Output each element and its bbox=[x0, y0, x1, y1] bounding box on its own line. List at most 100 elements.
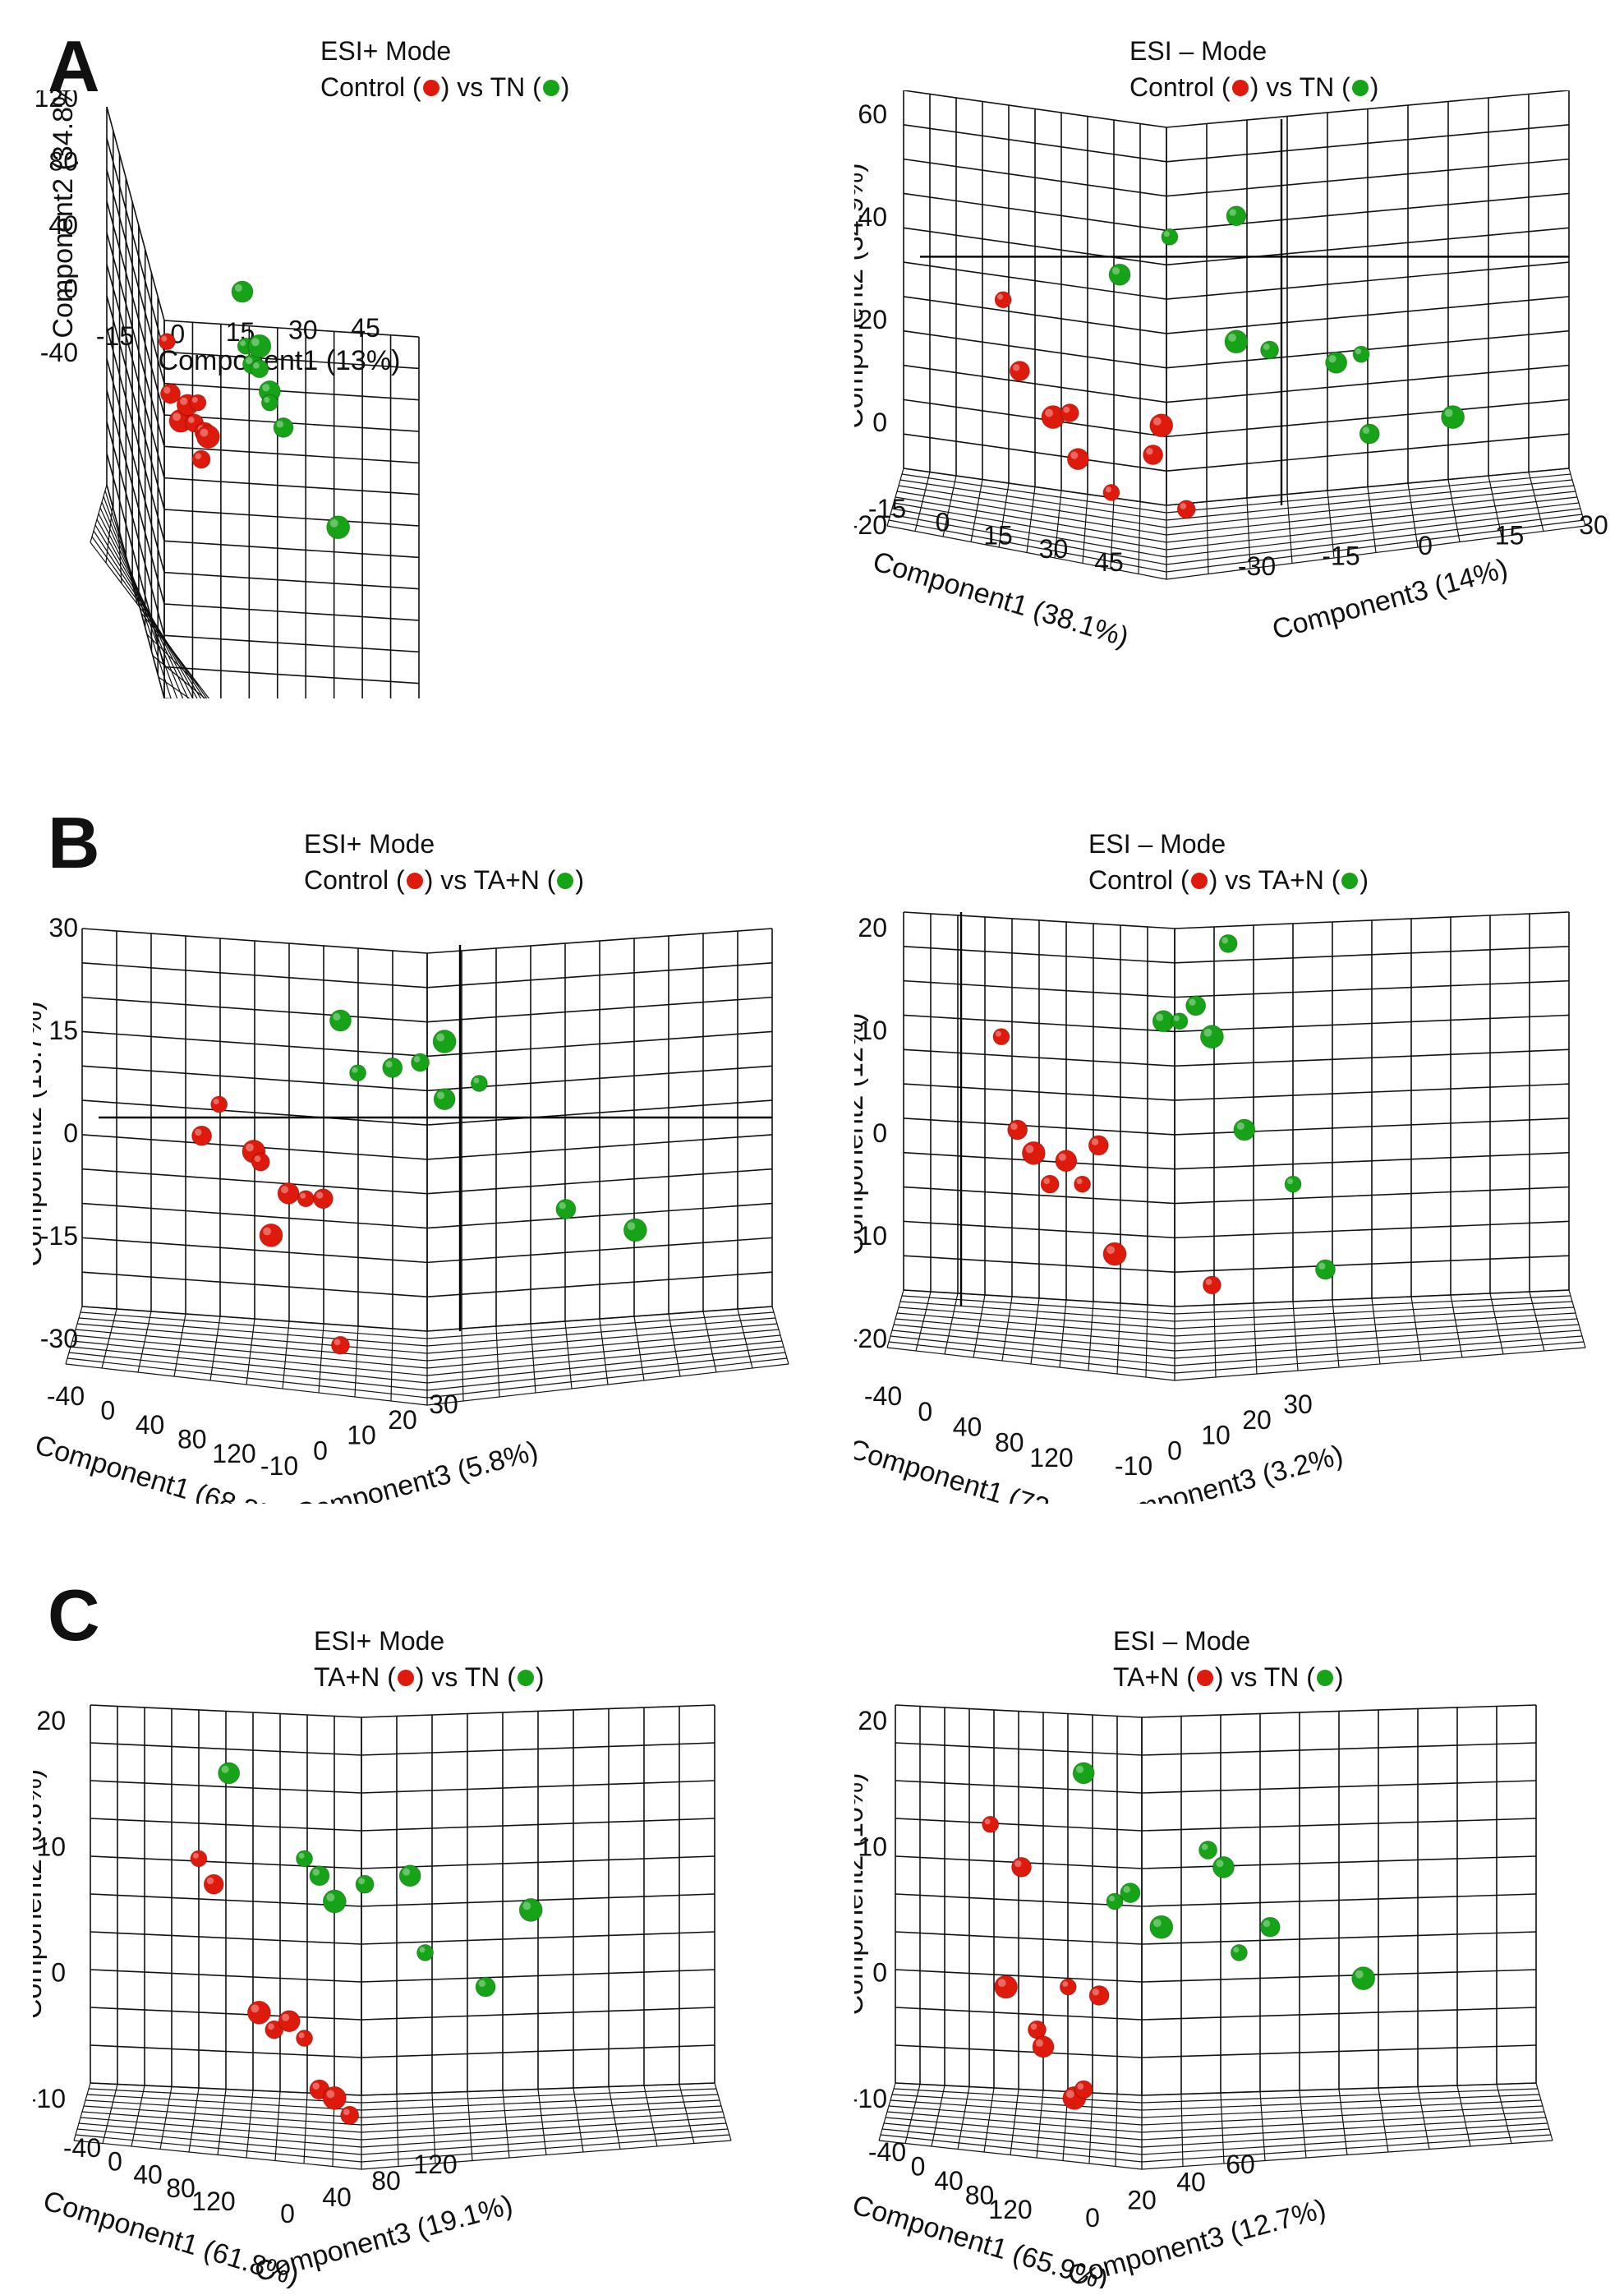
data-point bbox=[470, 1075, 488, 1092]
grid-line bbox=[903, 158, 1570, 197]
data-point-highlight bbox=[385, 1060, 393, 1068]
data-point-highlight bbox=[1355, 1970, 1364, 1979]
series-group-a bbox=[982, 1815, 1110, 2110]
grid-line bbox=[903, 1186, 1570, 1205]
data-point bbox=[260, 394, 278, 412]
grid-line bbox=[893, 502, 1580, 551]
z-tick-label: 10 bbox=[347, 1421, 376, 1450]
grid-line bbox=[106, 358, 420, 590]
data-point-highlight bbox=[437, 1091, 445, 1099]
y-tick-label: 40 bbox=[858, 202, 887, 232]
y-tick-label: -10 bbox=[854, 1221, 887, 1251]
data-point-highlight bbox=[1045, 408, 1053, 417]
data-point bbox=[246, 2000, 271, 2025]
data-point bbox=[277, 1182, 300, 1205]
grid-line bbox=[903, 468, 1570, 506]
green-dot-icon bbox=[542, 79, 559, 96]
grid-line bbox=[895, 496, 1578, 543]
data-point-highlight bbox=[1152, 417, 1162, 426]
x-tick-label: 40 bbox=[934, 2166, 964, 2196]
chart-title-a-esi-plus: ESI+ Mode Control () vs TN () bbox=[320, 33, 569, 105]
data-point-highlight bbox=[254, 1155, 261, 1163]
x-tick-label: -40 bbox=[864, 1381, 902, 1411]
grid-line bbox=[903, 1048, 1570, 1067]
data-point bbox=[1284, 1175, 1302, 1193]
chart-subtitle: TA+N () vs TN () bbox=[314, 1662, 545, 1692]
chart-mode-title: ESI – Mode bbox=[1129, 36, 1267, 66]
grid-line bbox=[895, 1780, 1537, 1794]
data-point bbox=[196, 424, 220, 449]
data-point-highlight bbox=[1111, 267, 1120, 275]
x-tick-label: 0 bbox=[911, 2152, 926, 2182]
data-point bbox=[1152, 1010, 1175, 1033]
data-point bbox=[297, 1190, 315, 1208]
grid-line bbox=[890, 1335, 1583, 1366]
grid-line bbox=[898, 1306, 1575, 1330]
data-point-highlight bbox=[240, 340, 246, 347]
chart-subtitle: Control () vs TA+N () bbox=[1088, 865, 1369, 895]
grid-line bbox=[104, 490, 172, 698]
grid-line bbox=[158, 676, 191, 698]
data-point bbox=[1161, 228, 1179, 246]
data-point bbox=[1040, 1174, 1060, 1194]
data-point bbox=[160, 383, 181, 404]
grid-line bbox=[895, 1969, 1537, 1983]
z-tick-label: -10 bbox=[1115, 1451, 1152, 1481]
data-point bbox=[251, 1152, 270, 1172]
data-point bbox=[475, 1976, 496, 1998]
x-tick-label: 120 bbox=[1029, 1443, 1073, 1472]
grid-line bbox=[90, 1780, 715, 1794]
data-point-highlight bbox=[1043, 1177, 1051, 1185]
grid-line bbox=[106, 453, 420, 684]
data-point-highlight bbox=[195, 1128, 202, 1136]
z-axis-label: Component3 (12.7%) bbox=[1065, 2193, 1329, 2288]
grid-line bbox=[78, 2122, 727, 2148]
grid-line bbox=[890, 514, 1583, 565]
grid-line bbox=[106, 264, 420, 495]
grid-line bbox=[80, 1311, 775, 1339]
data-point bbox=[411, 1053, 430, 1072]
x-tick-label: 0 bbox=[100, 1396, 115, 1426]
data-point-highlight bbox=[1152, 1919, 1162, 1928]
data-point-highlight bbox=[1076, 1178, 1083, 1185]
x-tick-label: 45 bbox=[351, 313, 380, 343]
data-point-highlight bbox=[1010, 1122, 1018, 1130]
data-point-highlight bbox=[997, 293, 1004, 300]
group-a-label: Control bbox=[304, 865, 389, 895]
y-tick-label: 10 bbox=[858, 1832, 887, 1861]
data-point bbox=[330, 1335, 350, 1355]
data-point-highlight bbox=[195, 453, 201, 460]
data-point bbox=[1259, 1916, 1281, 1938]
data-point-highlight bbox=[315, 1191, 324, 1199]
grid-line bbox=[103, 495, 178, 698]
group-a-label: Control bbox=[1129, 72, 1215, 102]
grid-line bbox=[90, 1704, 715, 1718]
data-point bbox=[247, 334, 272, 358]
grid-line bbox=[91, 536, 208, 698]
grid-line bbox=[90, 2007, 715, 2021]
z-tick-label: -10 bbox=[260, 1451, 298, 1481]
chart-mode-title: ESI+ Mode bbox=[304, 829, 435, 859]
grid-line bbox=[903, 399, 1570, 438]
green-dot-icon bbox=[1316, 1669, 1333, 1686]
data-point-highlight bbox=[298, 1852, 305, 1859]
grid-line bbox=[903, 468, 1570, 506]
data-point bbox=[259, 1223, 283, 1247]
grid-line bbox=[903, 1220, 1570, 1239]
y-tick-label: 20 bbox=[858, 913, 887, 942]
data-point bbox=[1060, 403, 1079, 422]
red-dot-icon bbox=[1196, 1669, 1213, 1686]
data-point bbox=[432, 1030, 457, 1053]
grid-line bbox=[885, 2117, 1547, 2141]
grid-line bbox=[90, 2082, 715, 2096]
panel-label-a: A bbox=[48, 25, 100, 107]
data-point bbox=[1032, 2035, 1055, 2058]
grid-line bbox=[903, 90, 1570, 128]
x-tick-label: 0 bbox=[918, 1397, 932, 1426]
data-point bbox=[296, 2030, 314, 2048]
z-tick-label: -30 bbox=[1238, 551, 1276, 581]
data-point bbox=[1102, 483, 1120, 501]
data-point bbox=[329, 1009, 352, 1032]
